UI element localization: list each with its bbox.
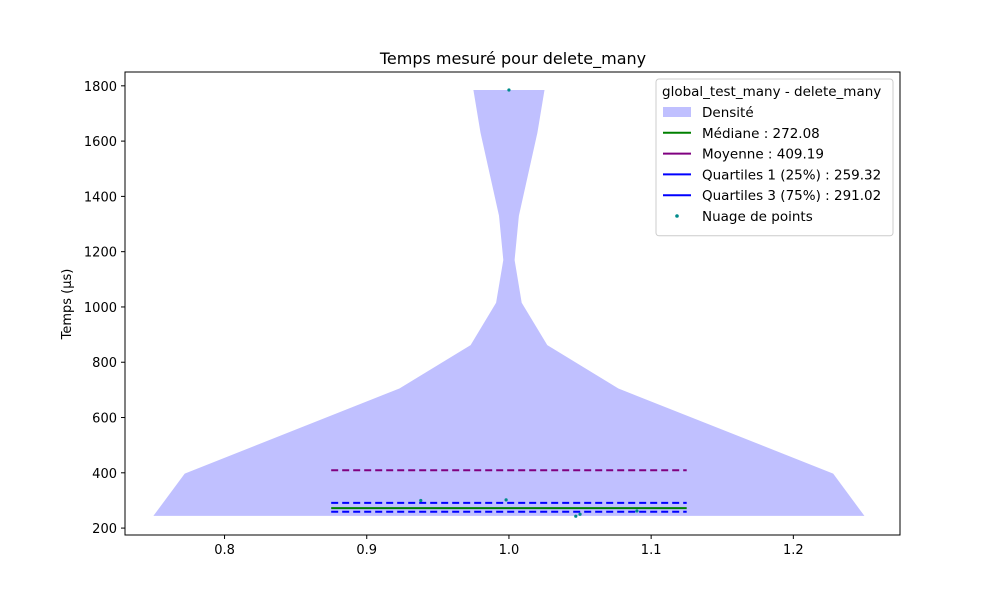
legend: global_test_many - delete_many Densité Méd… [655,78,894,237]
axes: 0.8 0.9 1.0 1.1 1.2 200 400 600 800 1000 1200 1400 1… [84,71,901,558]
scatter-point-5 [635,509,639,513]
legend-label-0: Densité [702,105,754,121]
y-tick-label-0: 200 [92,522,117,537]
x-tick-label-2: 1.0 [499,543,520,558]
legend-label-4: Quartiles 3 (75%) : 291.02 [702,188,881,204]
legend-box [655,78,894,237]
y-tick-label-4: 1000 [84,301,117,316]
legend-label-5: Nuage de points [702,209,813,225]
y-tick-label-3: 800 [92,356,117,371]
x-tick-label-1: 0.9 [356,543,377,558]
scatter-point-0 [507,88,511,92]
legend-title: global_test_many - delete_many [662,84,881,100]
scatter-point-3 [574,514,578,518]
y-tick-label-6: 1400 [84,190,117,205]
y-tick-label-8: 1800 [84,80,117,95]
scatter-point-2 [504,498,508,502]
legend-swatch-5 [675,214,679,218]
legend-label-2: Moyenne : 409.19 [702,147,824,163]
axes-frame [124,71,901,536]
legend-label-1: Médiane : 272.08 [702,126,820,142]
x-tick-label-0: 0.8 [214,543,235,558]
violin-density [153,90,865,516]
y-tick-label-5: 1200 [84,246,117,261]
plot-area [153,88,865,518]
chart-title: Temps mesuré pour delete_many [379,49,646,69]
y-tick-label-7: 1600 [84,135,117,150]
scatter-point-1 [419,498,423,503]
x-tick-label-3: 1.1 [641,543,662,558]
y-tick-label-1: 400 [92,467,117,482]
scatter-point-4 [578,512,582,516]
x-tick-label-4: 1.2 [783,543,804,558]
legend-swatch-0 [663,107,691,117]
y-tick-label-2: 600 [92,412,117,427]
legend-label-3: Quartiles 1 (25%) : 259.32 [702,167,881,183]
y-axis-label: Temps (µs) [60,269,75,341]
